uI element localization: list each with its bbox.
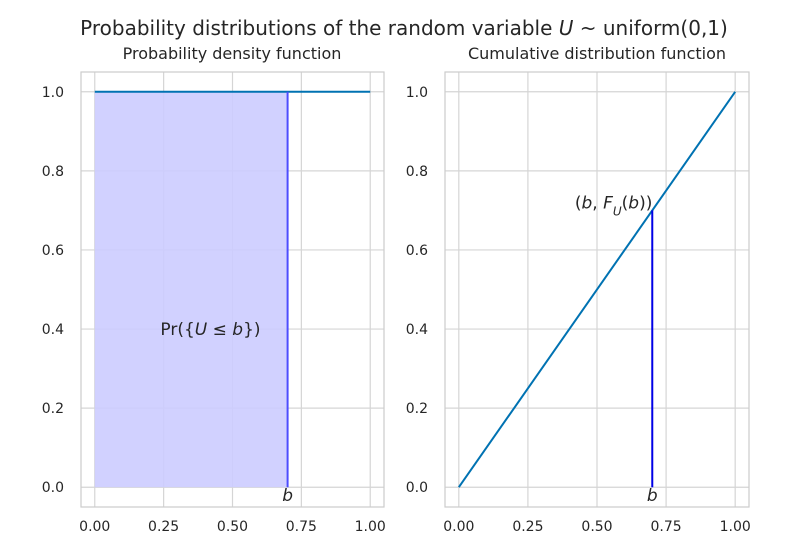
cdf-title: Cumulative distribution function [468, 44, 726, 63]
cdf-panel: Cumulative distribution function 0.00 0.2… [406, 44, 751, 535]
pdf-axes-frame [80, 71, 385, 508]
pdf-y-tick-label: 0.0 [42, 480, 64, 496]
cdf-x-tick-label: 0.25 [512, 519, 543, 535]
cdf-series-line-0 [457, 91, 737, 488]
cdf-x-ticks: 0.00 0.25 0.50 0.75 1.00 [443, 519, 751, 535]
cdf-b-label: b [647, 486, 658, 506]
cdf-grid [445, 72, 749, 507]
cdf-annotations: (b, FU(b)) b [575, 194, 658, 507]
pdf-y-ticks: 0.0 0.2 0.4 0.6 0.8 1.0 [42, 85, 64, 496]
figure-title: Probability distributions of the random … [80, 16, 728, 40]
pdf-y-tick-label: 0.6 [42, 243, 64, 259]
pdf-x-tick-label: 1.00 [355, 519, 386, 535]
pdf-x-tick-label: 0.25 [148, 519, 179, 535]
pdf-x-ticks: 0.00 0.25 0.50 0.75 1.00 [79, 519, 386, 535]
pdf-x-tick-label: 0.00 [79, 519, 110, 535]
cdf-y-tick-label: 0.2 [406, 401, 428, 417]
pdf-x-tick-label: 0.75 [286, 519, 317, 535]
pdf-y-tick-label: 1.0 [42, 85, 64, 101]
cdf-y-tick-label: 0.0 [406, 480, 428, 496]
pdf-y-tick-label: 0.8 [42, 164, 64, 180]
cdf-y-ticks: 0.0 0.2 0.4 0.6 0.8 1.0 [406, 85, 428, 496]
pdf-y-tick-label: 0.2 [42, 401, 64, 417]
pdf-prob-annotation: Pr({U ≤ b}) [160, 320, 260, 340]
cdf-y-tick-label: 1.0 [406, 85, 428, 101]
cdf-x-tick-label: 0.00 [443, 519, 474, 535]
cdf-point-annotation: (b, FU(b)) [575, 194, 653, 219]
cdf-y-tick-label: 0.8 [406, 164, 428, 180]
cdf-series-layer [457, 91, 737, 488]
cdf-axes-frame [444, 71, 750, 508]
cdf-y-tick-label: 0.6 [406, 243, 428, 259]
pdf-x-tick-label: 0.50 [217, 519, 248, 535]
pdf-b-label: b [282, 486, 293, 506]
cdf-x-tick-label: 1.00 [720, 519, 751, 535]
pdf-panel: Probability density function 0.00 0.25 0.5… [42, 44, 386, 535]
pdf-y-tick-label: 0.4 [42, 322, 64, 338]
cdf-y-tick-label: 0.4 [406, 322, 428, 338]
pdf-title: Probability density function [123, 44, 342, 63]
pdf-annotations: Pr({U ≤ b}) b [160, 320, 293, 506]
pdf-region-layer [94, 91, 288, 488]
cdf-x-tick-label: 0.50 [581, 519, 612, 535]
pdf-shaded-region [94, 91, 288, 488]
cdf-x-tick-label: 0.75 [651, 519, 682, 535]
